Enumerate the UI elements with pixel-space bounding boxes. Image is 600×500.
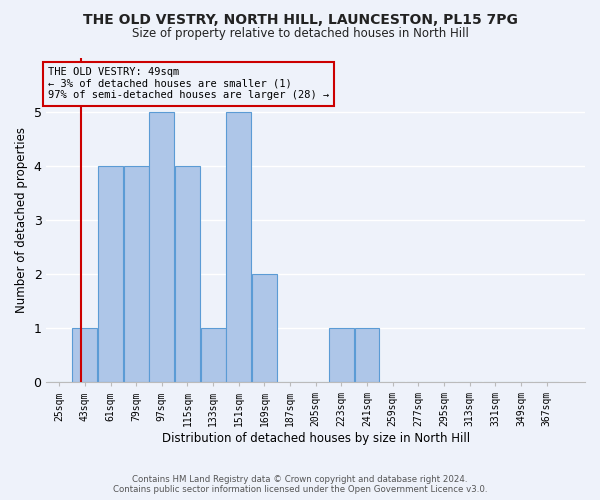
Bar (226, 112, 251, 382)
Text: THE OLD VESTRY, NORTH HILL, LAUNCESTON, PL15 7PG: THE OLD VESTRY, NORTH HILL, LAUNCESTON, … (83, 12, 517, 26)
Bar (124, 166, 149, 382)
Bar (200, 328, 226, 382)
X-axis label: Distribution of detached houses by size in North Hill: Distribution of detached houses by size … (161, 432, 470, 445)
Bar (329, 328, 354, 382)
Bar (175, 166, 200, 382)
Bar (73, 328, 97, 382)
Bar (355, 328, 379, 382)
Text: Size of property relative to detached houses in North Hill: Size of property relative to detached ho… (131, 28, 469, 40)
Bar (252, 274, 277, 382)
Bar (98, 166, 123, 382)
Y-axis label: Number of detached properties: Number of detached properties (15, 127, 28, 313)
Bar (149, 112, 174, 382)
Text: Contains HM Land Registry data © Crown copyright and database right 2024.
Contai: Contains HM Land Registry data © Crown c… (113, 474, 487, 494)
Text: THE OLD VESTRY: 49sqm
← 3% of detached houses are smaller (1)
97% of semi-detach: THE OLD VESTRY: 49sqm ← 3% of detached h… (48, 67, 329, 100)
